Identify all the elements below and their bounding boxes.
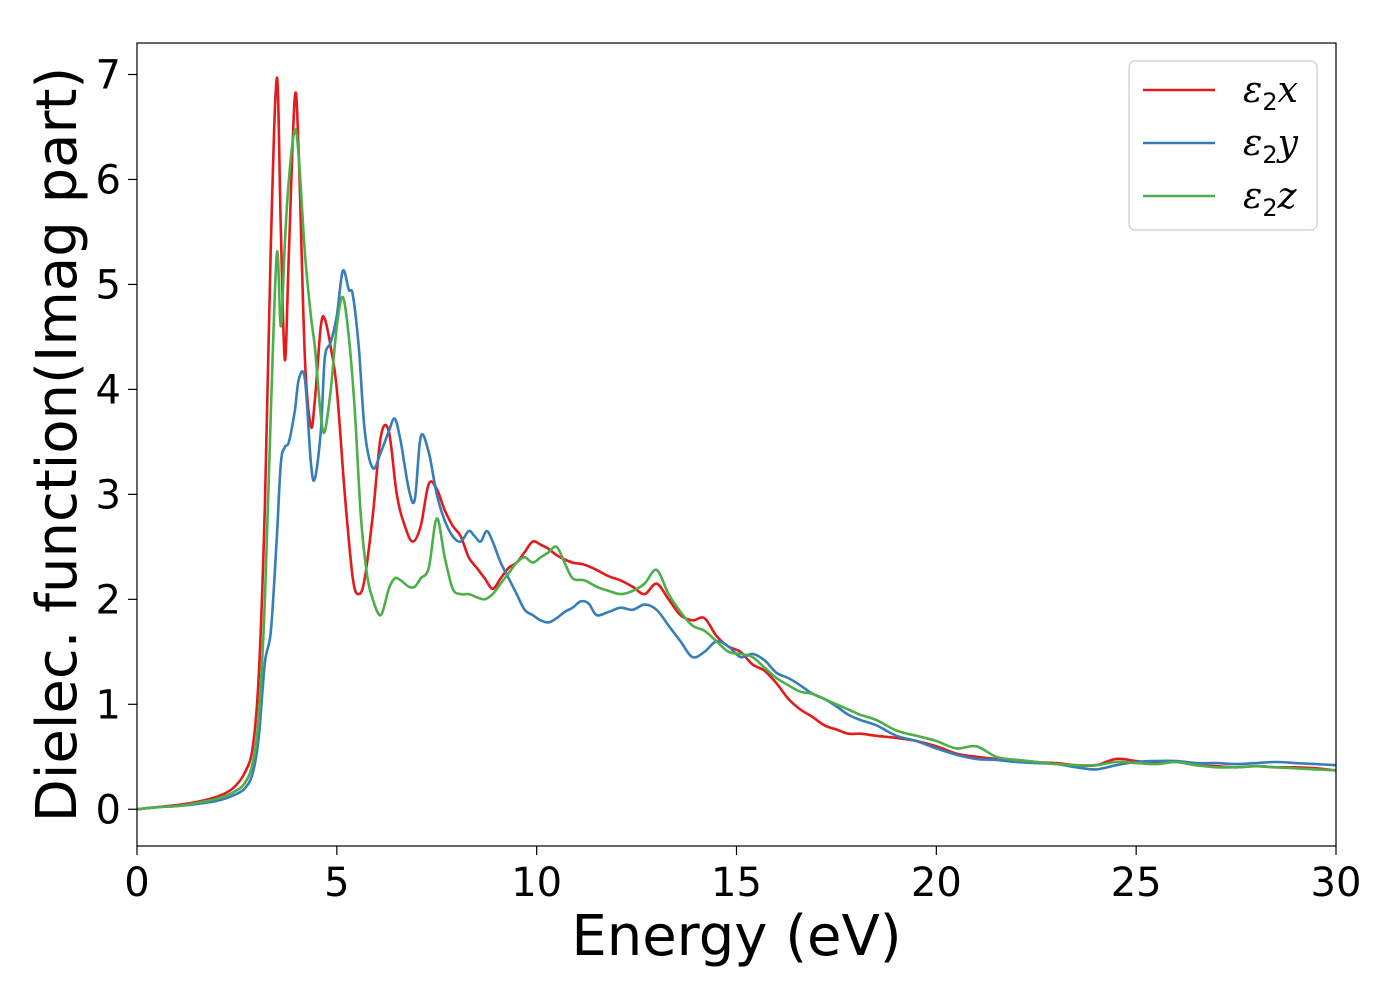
y-axis-ticks: 0 1 2 3 4 5 6 7 (96, 52, 137, 833)
x-axis-label: Energy (eV) (571, 904, 901, 969)
y-tick-label: 6 (96, 157, 121, 203)
series-line-y (137, 268, 1336, 811)
y-tick-label: 5 (96, 262, 121, 308)
x-tick-label: 30 (1311, 860, 1362, 906)
legend-label-y: ε2y (1243, 123, 1299, 169)
y-tick-label: 3 (96, 472, 121, 518)
legend-label-x: ε2x (1243, 70, 1298, 116)
x-tick-label: 15 (711, 860, 762, 906)
legend-label-z: ε2z (1243, 176, 1298, 222)
series-line-z (137, 128, 1336, 811)
x-tick-label: 20 (911, 860, 962, 906)
series-layer (137, 76, 1336, 811)
y-tick-label: 0 (96, 787, 121, 833)
y-tick-label: 1 (96, 682, 121, 728)
x-tick-label: 25 (1111, 860, 1162, 906)
y-tick-label: 7 (96, 52, 121, 98)
y-axis-label: Dielec. function(Imag part) (25, 67, 90, 823)
y-tick-label: 4 (96, 367, 121, 413)
legend-box (1128, 60, 1318, 231)
legend: ε2x ε2y ε2z (1128, 60, 1318, 231)
x-tick-label: 0 (124, 860, 149, 906)
x-axis-ticks: 0 5 10 15 20 25 30 (124, 846, 1361, 906)
x-tick-label: 10 (511, 860, 562, 906)
y-tick-label: 2 (96, 577, 121, 623)
series-line-x (137, 76, 1336, 811)
x-tick-label: 5 (324, 860, 349, 906)
